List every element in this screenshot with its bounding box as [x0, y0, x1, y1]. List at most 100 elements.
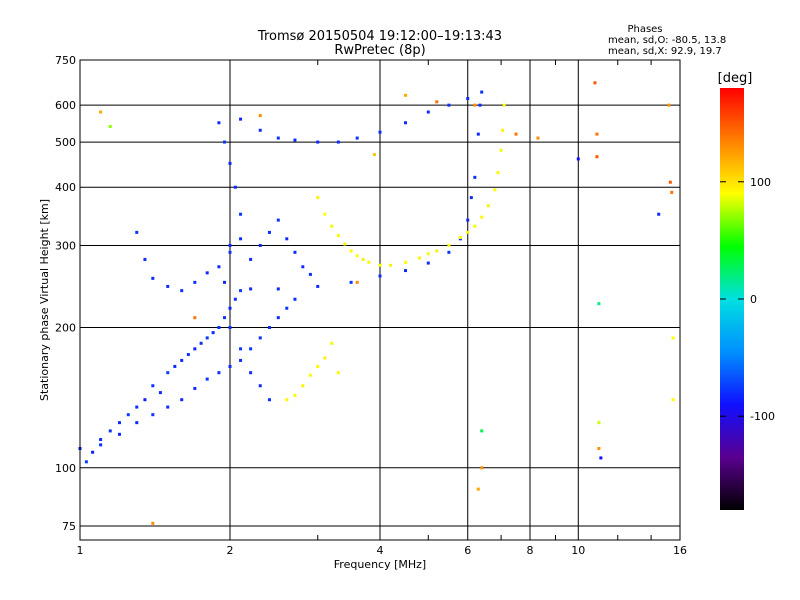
data-point: [316, 364, 320, 368]
data-point: [293, 393, 297, 397]
data-point: [258, 384, 262, 388]
data-point: [228, 243, 232, 247]
data-point: [84, 460, 88, 464]
data-point: [239, 237, 243, 241]
x-axis: 1 2 4 6 8 10 16: [77, 60, 687, 557]
data-point: [671, 336, 675, 340]
data-point: [205, 271, 209, 275]
data-point: [480, 466, 484, 470]
data-point: [193, 347, 197, 351]
data-point: [657, 212, 661, 216]
chart-subtitle: RwPretec (8p): [334, 43, 425, 58]
data-point: [480, 215, 484, 219]
y-tick-label: 300: [55, 239, 76, 252]
data-point: [166, 284, 170, 288]
y-tick-label: 100: [55, 462, 76, 475]
data-point: [151, 521, 155, 525]
data-point: [323, 212, 327, 216]
data-point: [473, 103, 477, 107]
data-point: [180, 289, 184, 293]
data-point: [499, 148, 503, 152]
data-point: [239, 347, 243, 351]
data-point: [285, 237, 289, 241]
data-point: [267, 326, 271, 330]
data-point: [258, 243, 262, 247]
data-point: [355, 254, 359, 258]
data-point: [480, 429, 484, 433]
data-point: [186, 353, 190, 357]
data-point: [99, 110, 103, 114]
data-point: [205, 377, 209, 381]
data-point: [476, 132, 480, 136]
data-point: [301, 265, 305, 269]
data-point: [536, 136, 540, 140]
data-point: [502, 103, 506, 107]
data-point: [316, 196, 320, 200]
stats-title: Phases: [627, 24, 662, 35]
data-point: [258, 128, 262, 132]
data-point: [135, 421, 139, 425]
data-point: [258, 114, 262, 118]
data-point: [597, 302, 601, 306]
data-point: [135, 405, 139, 409]
colorbar-ticks: 100 0 -100: [720, 176, 775, 423]
data-point: [330, 224, 334, 228]
data-point: [378, 274, 382, 278]
data-point: [91, 450, 95, 454]
y-tick-label: 200: [55, 322, 76, 335]
data-point: [316, 140, 320, 144]
data-point: [458, 236, 462, 240]
data-point: [228, 306, 232, 310]
data-point: [486, 204, 490, 208]
data-point: [211, 331, 215, 335]
data-point: [417, 256, 421, 260]
y-axis: 75 100 200 300 400 500 600 750: [55, 54, 76, 533]
data-point: [473, 224, 477, 228]
data-point: [285, 398, 289, 402]
data-point: [285, 306, 289, 310]
colorbar: [deg] 100 0 -100: [718, 71, 775, 510]
data-point: [667, 103, 671, 107]
data-point: [447, 243, 451, 247]
data-point: [126, 413, 130, 417]
data-point: [199, 341, 203, 345]
data-point: [403, 121, 407, 125]
data-point: [180, 358, 184, 362]
data-point: [217, 371, 221, 375]
data-point: [166, 371, 170, 375]
data-point: [514, 132, 518, 136]
data-point: [99, 443, 103, 447]
data-point: [473, 175, 477, 179]
data-points: [78, 81, 675, 525]
data-point: [349, 280, 353, 284]
data-point: [217, 121, 221, 125]
stats-line-o: mean, sd,O: -80.5, 13.8: [608, 35, 726, 46]
data-point: [336, 371, 340, 375]
data-point: [469, 196, 473, 200]
x-tick-label: 10: [571, 544, 585, 557]
data-point: [373, 153, 377, 157]
data-point: [447, 103, 451, 107]
data-point: [249, 347, 253, 351]
data-point: [293, 250, 297, 254]
data-point: [316, 284, 320, 288]
x-tick-label: 6: [464, 544, 471, 557]
data-point: [349, 249, 353, 253]
data-point: [193, 316, 197, 320]
data-point: [249, 287, 253, 291]
data-point: [576, 157, 580, 161]
data-point: [276, 218, 280, 222]
data-point: [108, 429, 112, 433]
data-point: [228, 250, 232, 254]
data-point: [258, 336, 262, 340]
x-tick-label: 2: [227, 544, 234, 557]
data-point: [249, 371, 253, 375]
data-point: [435, 249, 439, 253]
data-point: [336, 140, 340, 144]
data-point: [228, 326, 232, 330]
x-tick-label: 1: [77, 544, 84, 557]
data-point: [293, 138, 297, 142]
colorbar-tick-label: -100: [750, 410, 775, 423]
data-point: [223, 140, 227, 144]
